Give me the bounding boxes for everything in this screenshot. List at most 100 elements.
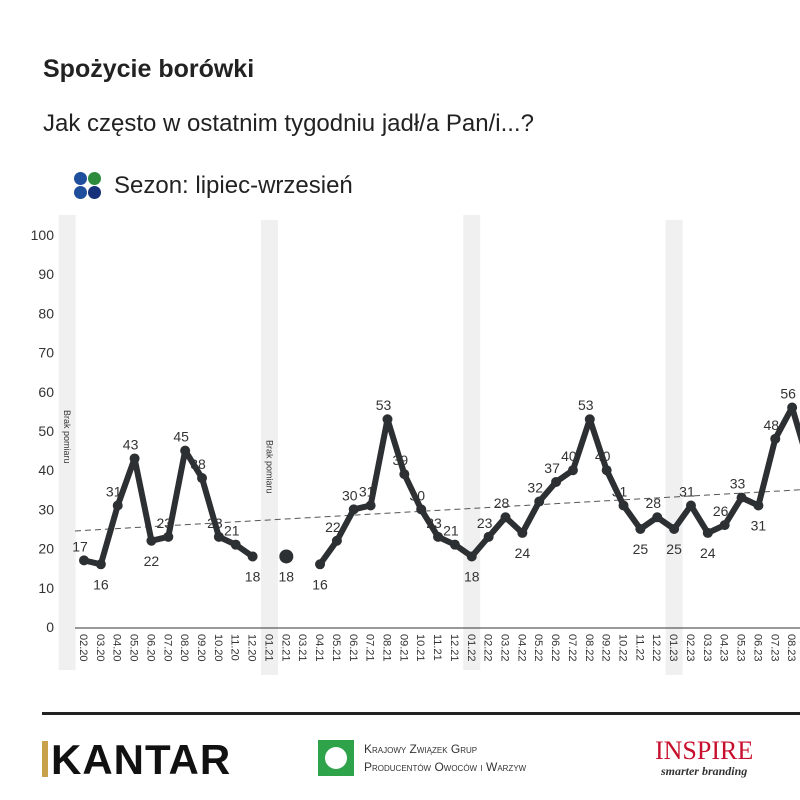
x-tick-label: 06.23 — [751, 634, 763, 662]
data-point — [230, 539, 241, 550]
data-point — [79, 555, 89, 566]
x-tick-label: 06.22 — [549, 634, 561, 662]
data-label: 22 — [325, 519, 341, 535]
data-point — [702, 527, 713, 538]
kzgpoiw-logo: Krajowy Związek Grup Producentów Owoców i… — [318, 740, 526, 776]
data-label: 53 — [376, 397, 392, 413]
y-tick-label: 90 — [38, 266, 54, 282]
data-label: 37 — [544, 460, 560, 476]
data-point — [449, 539, 460, 550]
data-point — [197, 473, 208, 484]
x-tick-label: 10.21 — [414, 634, 426, 662]
x-tick-label: 12.20 — [246, 634, 258, 662]
data-label: 24 — [515, 545, 531, 561]
x-tick-label: 04.20 — [111, 634, 123, 662]
data-label: 33 — [730, 476, 746, 492]
footer-divider — [42, 712, 800, 715]
data-point — [652, 512, 663, 523]
data-label: 16 — [93, 576, 109, 592]
data-label: 18 — [464, 568, 480, 584]
season-dots-icon — [74, 172, 102, 200]
data-label: 53 — [578, 397, 594, 413]
data-label: 22 — [144, 553, 160, 569]
x-tick-label: 05.21 — [330, 634, 342, 662]
data-label: 26 — [713, 503, 729, 519]
data-label: 28 — [645, 495, 661, 511]
y-tick-label: 0 — [46, 619, 54, 635]
data-point — [365, 500, 376, 511]
x-tick-label: 04.21 — [313, 634, 325, 662]
x-tick-label: 01.21 — [262, 634, 274, 662]
data-point — [551, 476, 562, 487]
data-point — [584, 414, 595, 425]
y-tick-label: 30 — [38, 501, 54, 517]
data-label: 30 — [342, 487, 358, 503]
data-point — [247, 551, 258, 562]
x-tick-label: 02.23 — [684, 634, 696, 662]
x-tick-label: 08.22 — [583, 634, 595, 662]
data-point — [416, 504, 427, 515]
data-label: 40 — [561, 448, 577, 464]
kantar-logo: KANTAR — [42, 736, 231, 784]
data-point — [213, 531, 224, 542]
data-label: 25 — [633, 541, 649, 557]
data-label: 18 — [279, 568, 295, 584]
x-tick-label: 07.22 — [566, 634, 578, 662]
data-point — [331, 535, 342, 546]
data-label: 23 — [207, 515, 223, 531]
data-point — [669, 524, 680, 534]
x-tick-label: 09.22 — [600, 634, 612, 662]
chart-subtitle: Jak często w ostatnim tygodniu jadł/a Pa… — [43, 110, 534, 137]
data-point — [787, 402, 798, 413]
data-point — [736, 492, 747, 503]
y-tick-label: 60 — [38, 384, 54, 400]
x-tick-label: 05.20 — [128, 634, 140, 662]
data-label: 56 — [780, 385, 796, 401]
data-point — [163, 531, 174, 542]
data-label: 31 — [751, 517, 767, 533]
data-point — [146, 535, 157, 546]
data-point — [433, 531, 444, 542]
shaded-period-01.23 — [665, 220, 683, 675]
kzgpoiw-logo-icon — [318, 740, 354, 776]
data-label: 23 — [477, 515, 493, 531]
x-tick-label: 09.21 — [397, 634, 409, 662]
data-point — [382, 414, 393, 425]
data-label: 17 — [72, 538, 88, 554]
x-tick-label: 11.21 — [431, 634, 443, 661]
data-point — [279, 549, 294, 564]
x-tick-label: 06.20 — [144, 634, 156, 662]
legend: Sezon: lipiec-wrzesień — [74, 172, 353, 200]
data-label: 21 — [224, 523, 240, 539]
data-label: 31 — [106, 483, 122, 499]
y-tick-label: 100 — [31, 227, 55, 243]
data-label: 32 — [527, 480, 543, 496]
data-label: 28 — [494, 495, 510, 511]
x-tick-label: 02.22 — [482, 634, 494, 662]
data-point — [466, 551, 477, 562]
x-tick-label: 12.21 — [448, 634, 460, 662]
data-point — [753, 500, 764, 511]
y-tick-label: 40 — [38, 462, 54, 478]
x-tick-label: 03.23 — [701, 634, 713, 662]
data-label: 23 — [426, 515, 442, 531]
x-tick-label: 04.23 — [718, 634, 730, 662]
data-label: 24 — [700, 545, 716, 561]
y-tick-label: 70 — [38, 345, 54, 361]
x-tick-label: 05.22 — [532, 634, 544, 662]
inspire-logo: INSPIRE smarter branding — [655, 736, 754, 779]
data-label: 31 — [359, 483, 375, 499]
data-label: 48 — [763, 417, 779, 433]
y-tick-label: 80 — [38, 305, 54, 321]
shaded-period-01.21 — [260, 220, 278, 675]
data-label: 21 — [443, 523, 459, 539]
data-point — [500, 512, 511, 523]
data-point — [618, 500, 629, 511]
x-tick-label: 08.20 — [178, 634, 190, 662]
data-label: 25 — [666, 541, 682, 557]
data-point — [112, 500, 123, 511]
data-label: 31 — [612, 483, 628, 499]
data-point — [483, 531, 494, 542]
data-point — [567, 465, 578, 476]
